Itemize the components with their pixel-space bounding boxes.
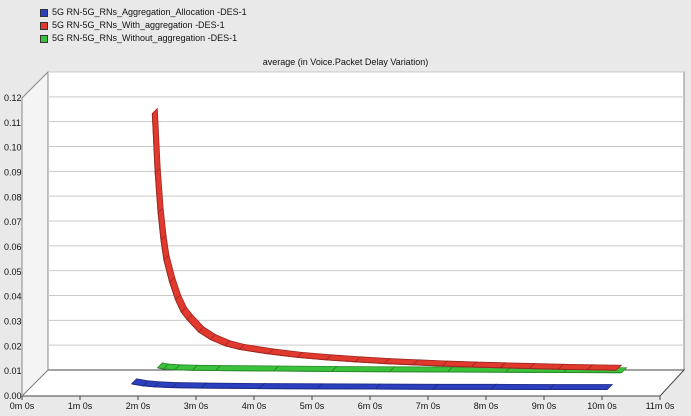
x-tick-label: 4m 0s: [242, 401, 267, 411]
legend-swatch-red: [40, 21, 48, 30]
y-tick-label: 0.06: [4, 242, 22, 252]
series-line: [131, 383, 608, 391]
y-tick-label: 0.12: [4, 93, 22, 103]
x-tick-label: 2m 0s: [126, 401, 151, 411]
series-segment: [548, 384, 614, 390]
x-tick-label: 10m 0s: [587, 401, 617, 411]
x-tick-label: 7m 0s: [416, 401, 441, 411]
y-tick-label: 0.09: [4, 168, 22, 178]
x-tick-label: 6m 0s: [358, 401, 383, 411]
legend-label: 5G RN-5G_RNs_With_aggregation -DES-1: [52, 20, 225, 30]
legend-label: 5G RN-5G_RNs_Aggregation_Allocation -DES…: [52, 7, 247, 17]
y-tick-label: 0.04: [4, 292, 22, 302]
legend-swatch-green: [40, 34, 48, 43]
chart-legend: 5G RN-5G_RNs_Aggregation_Allocation -DES…: [40, 6, 247, 45]
series-line: [151, 113, 617, 371]
chart-title: average (in Voice.Packet Delay Variation…: [262, 57, 429, 67]
plot-left-wall: [21, 70, 49, 398]
plot-floor: [20, 369, 686, 397]
series-segment: [374, 383, 440, 390]
series-line: [157, 367, 622, 374]
y-tick-label: 0.01: [4, 366, 22, 376]
y-tick-label: 0.03: [4, 317, 22, 327]
series-segment: [316, 383, 382, 390]
y-tick-label: 0.11: [4, 118, 21, 128]
x-tick-label: 3m 0s: [184, 401, 209, 411]
y-tick-label: 0.02: [4, 341, 22, 351]
y-tick-label: 0.00: [4, 391, 22, 401]
y-tick-label: 0.05: [4, 267, 22, 277]
legend-item-without-aggregation: 5G RN-5G_RNs_Without_aggregation -DES-1: [40, 32, 247, 45]
legend-item-aggregation-allocation: 5G RN-5G_RNs_Aggregation_Allocation -DES…: [40, 6, 247, 19]
x-tick-label: 11m 0s: [646, 401, 675, 411]
x-tick-label: 1m 0s: [68, 401, 93, 411]
x-tick-label: 9m 0s: [532, 401, 557, 411]
y-tick-label: 0.08: [4, 192, 22, 202]
series-segment: [330, 366, 396, 373]
legend-label: 5G RN-5G_RNs_Without_aggregation -DES-1: [52, 33, 238, 43]
y-tick-label: 0.07: [4, 217, 22, 227]
legend-swatch-blue: [40, 8, 48, 17]
series-segment: [258, 383, 324, 390]
y-tick-label: 0.10: [4, 143, 22, 153]
series-segment: [388, 366, 454, 373]
x-tick-label: 8m 0s: [474, 401, 499, 411]
x-tick-label: 5m 0s: [300, 401, 325, 411]
series-segment: [432, 383, 498, 390]
x-tick-label: 0m 0s: [10, 401, 35, 411]
legend-item-with-aggregation: 5G RN-5G_RNs_With_aggregation -DES-1: [40, 19, 247, 32]
series-segment: [490, 383, 556, 390]
